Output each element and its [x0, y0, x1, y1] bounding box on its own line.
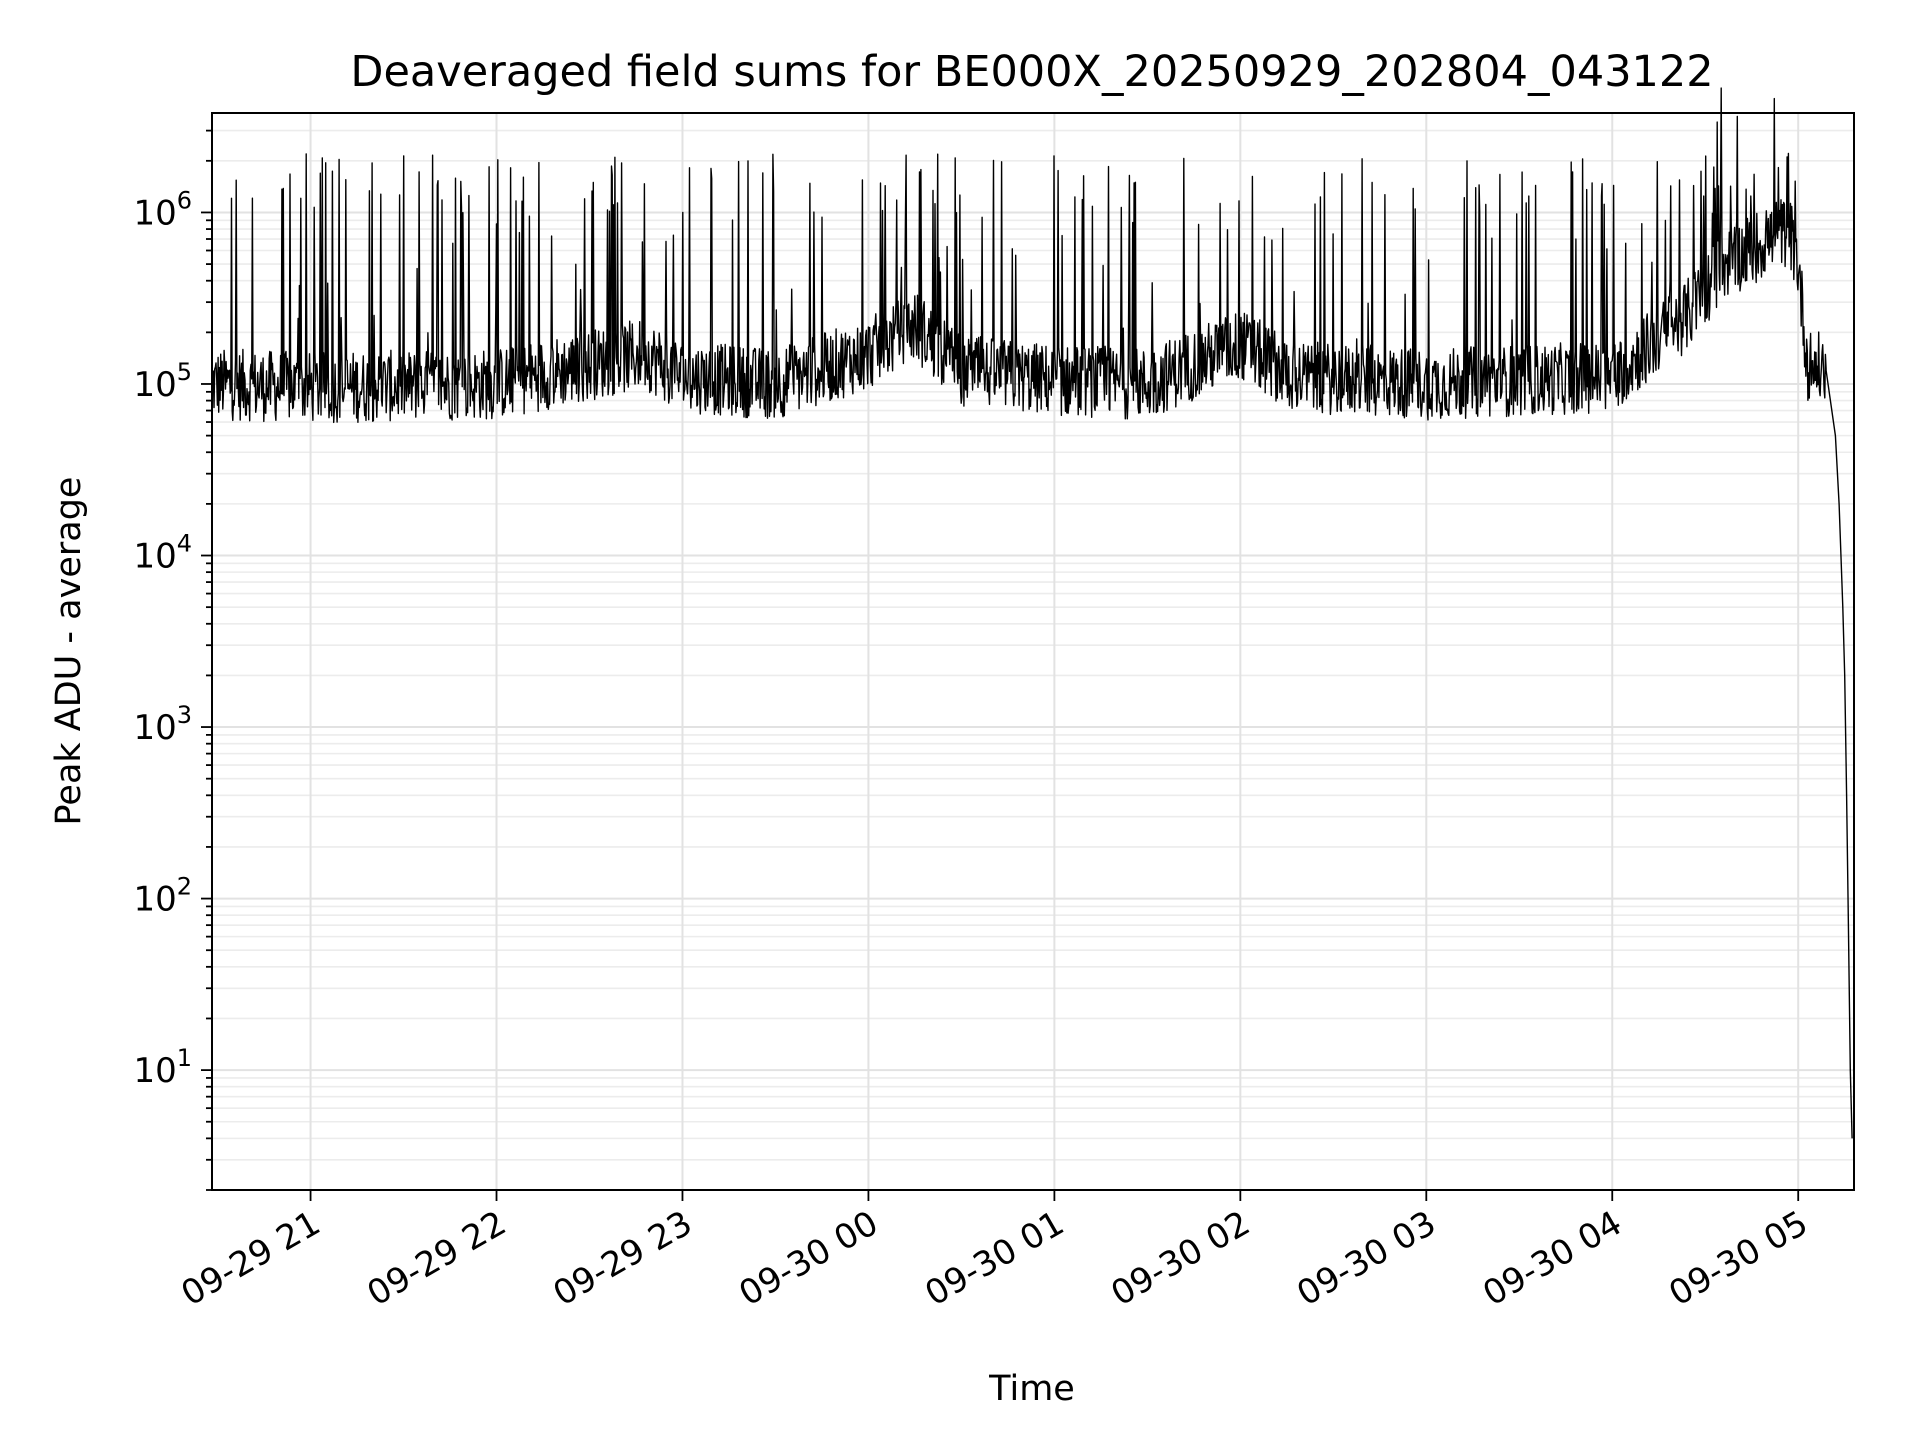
y-tick-label: 103 — [133, 701, 192, 748]
x-axis-label: Time — [988, 1369, 1075, 1409]
y-tick-base: 10 — [133, 880, 176, 920]
y-tick-exponent: 2 — [177, 873, 192, 901]
y-tick-base: 10 — [133, 537, 176, 577]
y-tick-base: 10 — [133, 365, 176, 405]
y-tick-label: 106 — [133, 186, 192, 233]
y-tick-exponent: 1 — [177, 1044, 192, 1072]
y-tick-exponent: 3 — [177, 701, 192, 729]
y-tick-label: 102 — [133, 873, 192, 920]
series-line — [211, 87, 1853, 1139]
series-layer — [211, 87, 1853, 1139]
y-tick-base: 10 — [133, 708, 176, 748]
y-tick-base: 10 — [133, 193, 176, 233]
y-tick-label: 101 — [133, 1044, 192, 1091]
y-tick-base: 10 — [133, 1051, 176, 1091]
chart-title: Deaveraged field sums for BE000X_2025092… — [350, 47, 1713, 97]
y-tick-label: 105 — [133, 358, 192, 405]
y-tick-exponent: 6 — [177, 186, 192, 214]
y-axis-label: Peak ADU - average — [49, 477, 89, 826]
y-tick-exponent: 5 — [177, 358, 192, 386]
plot-frame — [211, 112, 1855, 1191]
y-tick-label: 104 — [133, 530, 192, 577]
y-tick-exponent: 4 — [177, 530, 192, 558]
